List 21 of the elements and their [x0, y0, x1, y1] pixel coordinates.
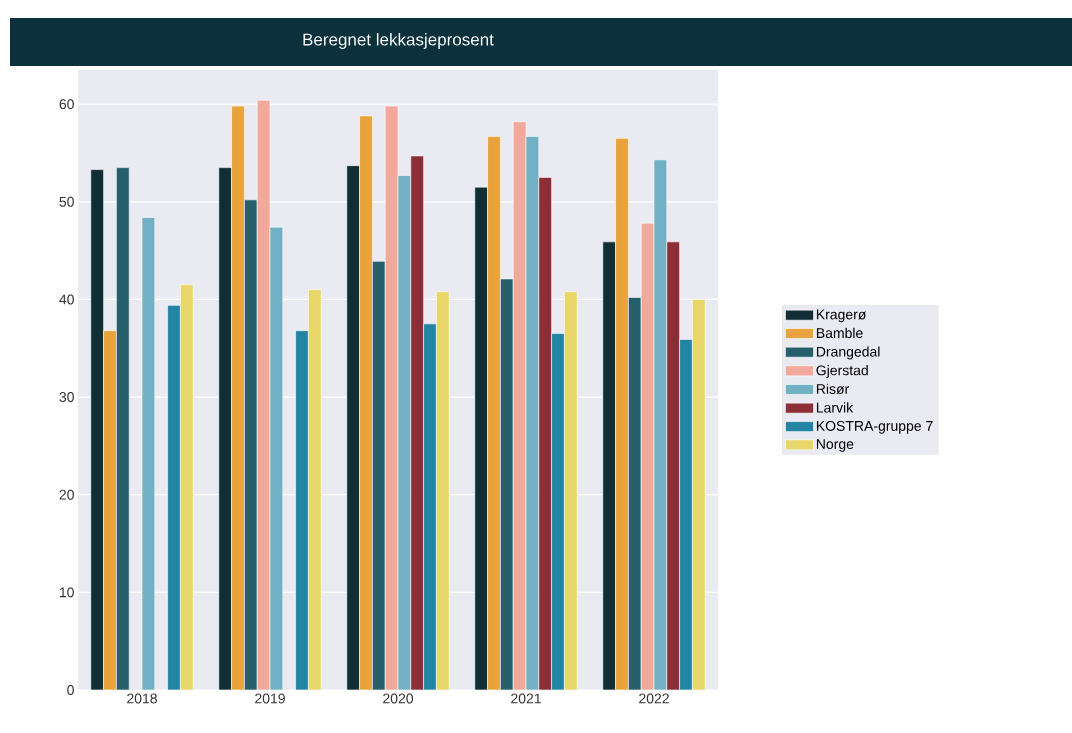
legend-label: Bamble: [816, 327, 863, 339]
y-tick-label: 30: [59, 392, 74, 403]
y-tick-label: 50: [59, 196, 74, 207]
y-tick-label: 40: [59, 294, 74, 305]
x-tick-label: 2019: [255, 693, 285, 704]
legend-label: KOSTRA-gruppe 7: [816, 420, 933, 434]
y-tick-label: 0: [67, 685, 74, 695]
legend-label: Norge: [816, 439, 854, 452]
x-tick-label: 2020: [383, 693, 414, 704]
y-tick-label: 60: [59, 99, 74, 110]
x-tick-label: 2018: [127, 693, 157, 704]
y-tick-label: 10: [59, 587, 74, 598]
legend-label: Risør: [816, 383, 850, 395]
chart-title: Beregnet lekkasjeprosent: [303, 33, 494, 49]
x-tick-label: 2021: [511, 693, 541, 704]
legend-label: Gjerstad: [816, 365, 868, 379]
legend-label: Larvik: [816, 402, 854, 413]
x-tick-label: 2022: [639, 693, 669, 704]
y-tick-label: 20: [59, 489, 74, 500]
legend-label: Drangedal: [816, 346, 880, 360]
legend-label: Kragerø: [816, 309, 867, 323]
